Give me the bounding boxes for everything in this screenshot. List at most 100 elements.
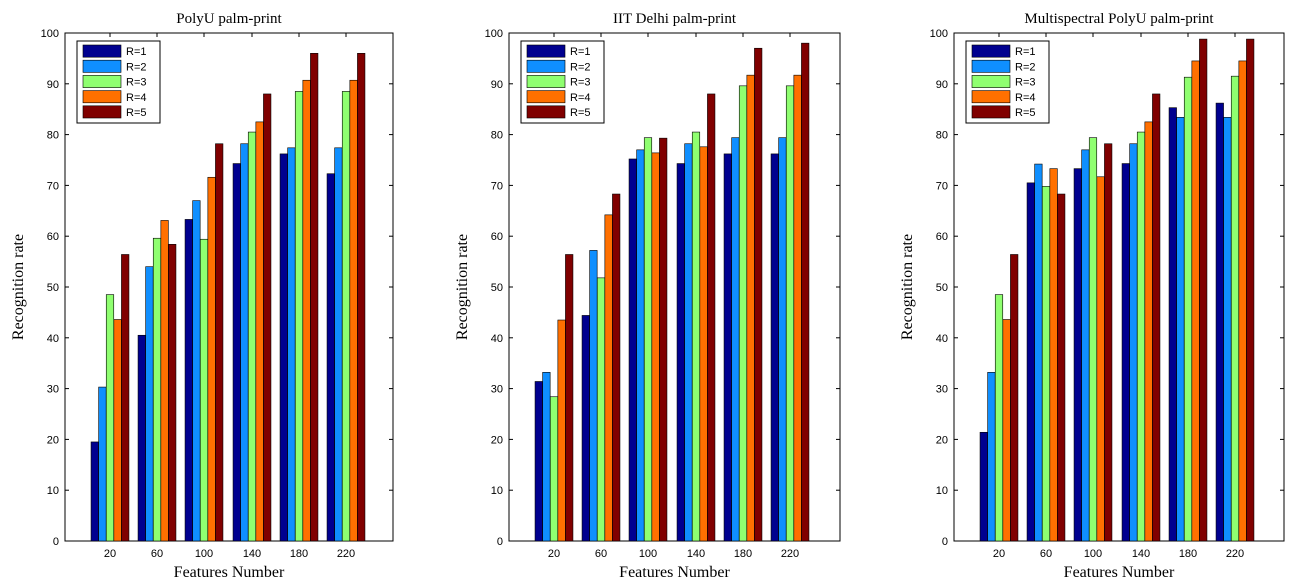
bar-R5-20 <box>121 254 130 542</box>
bar-R4-180 <box>1191 60 1200 542</box>
bar-R3-180 <box>294 91 304 542</box>
bar-R2-60 <box>589 250 598 542</box>
legend-entry: R=5 <box>1015 107 1036 119</box>
bar-R3-60 <box>152 237 162 542</box>
bar-R5-140 <box>707 93 716 542</box>
legend-swatch <box>971 105 1011 119</box>
bar-R3-60 <box>1041 186 1051 542</box>
bar-R2-100 <box>192 200 201 542</box>
legend-entry: R=5 <box>126 107 147 119</box>
bar-R1-140 <box>1121 163 1130 542</box>
chart-2: IIT Delhi palm-print 0 10 20 30 40 50 60 70 80 90 1… <box>454 11 841 581</box>
chart-3: Multispectral PolyU palm-print 0 10 20 30 40 5… <box>899 11 1285 581</box>
bar-R1-60 <box>581 315 590 542</box>
y-tick-label: 40 <box>936 333 948 345</box>
bar-R5-60 <box>1057 193 1066 542</box>
legend-swatch <box>82 59 122 73</box>
bar-R3-60 <box>596 277 606 542</box>
x-tick-label: 220 <box>337 548 355 560</box>
legend-entry: R=4 <box>126 92 147 104</box>
legend-swatch <box>526 105 566 119</box>
y-tick-label: 40 <box>491 333 503 345</box>
bar-R1-100 <box>184 219 193 542</box>
bar-R2-220 <box>1223 117 1232 542</box>
x-tick-label: 60 <box>151 548 163 560</box>
y-tick-label: 80 <box>47 130 59 142</box>
bar-R4-100 <box>651 152 660 542</box>
legend-entry: R=4 <box>1015 92 1036 104</box>
bar-R4-140 <box>255 121 264 542</box>
legend-entry: R=4 <box>570 92 591 104</box>
bar-R2-180 <box>1176 117 1185 542</box>
x-tick-label: 60 <box>1040 548 1052 560</box>
x-tick-label: 220 <box>781 548 799 560</box>
bar-R1-20 <box>90 441 99 542</box>
legend-swatch <box>82 44 122 58</box>
bar-R5-100 <box>659 137 668 542</box>
legend-swatch <box>82 90 122 104</box>
y-tick-label: 20 <box>47 434 59 446</box>
bar-R1-220 <box>326 173 335 542</box>
bar-R3-220 <box>785 85 795 542</box>
legend-swatch <box>82 75 122 88</box>
legend-entry: R=3 <box>1015 77 1036 89</box>
bar-R1-60 <box>137 334 146 542</box>
y-tick-label: 10 <box>936 485 948 497</box>
y-axis-label: Recognition rate <box>454 234 471 340</box>
bar-R5-220 <box>1246 38 1255 542</box>
y-tick-label: 100 <box>485 28 503 40</box>
x-tick-label: 220 <box>1226 548 1244 560</box>
bar-R4-60 <box>160 220 169 542</box>
x-tick-label: 60 <box>595 548 607 560</box>
y-tick-label: 70 <box>936 180 948 192</box>
bar-R2-140 <box>684 143 693 542</box>
y-tick-label: 20 <box>936 434 948 446</box>
bar-R1-140 <box>676 163 685 542</box>
bar-R1-20 <box>979 431 988 542</box>
bar-R4-100 <box>207 176 216 542</box>
bar-R4-20 <box>1002 319 1011 542</box>
legend-entry: R=2 <box>570 61 591 73</box>
legend-swatch <box>82 105 122 119</box>
x-axis-label: Features Number <box>1064 564 1175 581</box>
bar-R2-100 <box>636 149 645 542</box>
bar-R5-60 <box>168 244 177 542</box>
bar-R2-180 <box>731 137 740 542</box>
y-tick-label: 0 <box>53 536 59 548</box>
bar-R3-140 <box>247 131 257 542</box>
bar-R4-220 <box>349 79 358 542</box>
x-tick-label: 180 <box>734 548 752 560</box>
y-tick-label: 60 <box>47 231 59 243</box>
bar-R4-60 <box>604 214 613 542</box>
x-tick-label: 100 <box>195 548 213 560</box>
y-tick-label: 60 <box>491 231 503 243</box>
bar-R3-100 <box>643 137 653 542</box>
bar-R2-20 <box>542 372 551 542</box>
y-tick-label: 30 <box>936 384 948 396</box>
bar-R5-140 <box>263 93 272 542</box>
y-tick-label: 90 <box>47 79 59 91</box>
x-tick-label: 140 <box>1132 548 1150 560</box>
legend-entry: R=3 <box>126 77 147 89</box>
bar-R4-180 <box>302 79 311 542</box>
bar-R2-20 <box>98 386 107 542</box>
y-tick-label: 50 <box>936 282 948 294</box>
y-tick-label: 100 <box>41 28 59 40</box>
legend-entry: R=2 <box>126 61 147 73</box>
y-tick-label: 50 <box>491 282 503 294</box>
bar-R3-140 <box>691 131 701 542</box>
x-tick-label: 20 <box>993 548 1005 560</box>
y-tick-label: 50 <box>47 282 59 294</box>
legend-entry: R=5 <box>570 107 591 119</box>
y-tick-label: 60 <box>936 231 948 243</box>
y-axis-label: Recognition rate <box>10 234 27 340</box>
bar-R1-100 <box>628 158 637 542</box>
x-tick-label: 140 <box>687 548 705 560</box>
chart-title: IIT Delhi palm-print <box>613 11 737 27</box>
legend-swatch <box>971 90 1011 104</box>
legend-entry: R=1 <box>1015 46 1036 58</box>
bar-R5-220 <box>801 42 810 542</box>
x-tick-label: 180 <box>1179 548 1197 560</box>
y-tick-label: 70 <box>47 180 59 192</box>
x-tick-label: 180 <box>290 548 308 560</box>
